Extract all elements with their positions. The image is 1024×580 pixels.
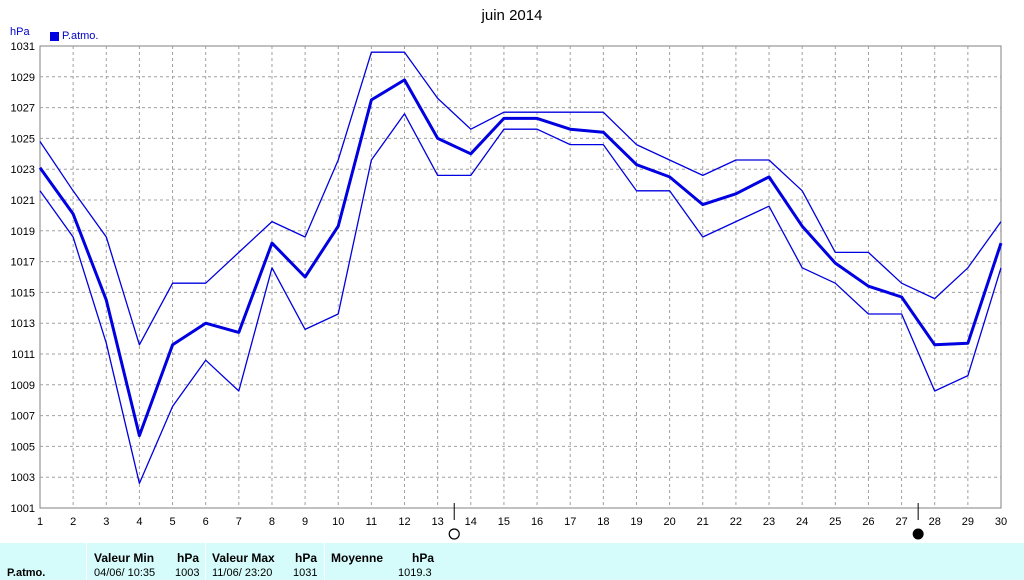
y-tick-label: 1017 [11,257,35,269]
pressure-chart: 1001100310051007100910111013101510171019… [11,41,1007,540]
max-header: Valeur Max [212,551,275,565]
mean-value: 1019.3 [398,567,432,579]
x-tick-label: 2 [70,516,76,528]
y-unit-label: hPa [10,26,30,38]
x-tick-label: 4 [136,516,142,528]
stats-min-cell: Valeur Min hPa 04/06/ 10:35 1003 [86,543,205,580]
x-tick-label: 20 [663,516,675,528]
y-tick-label: 1013 [11,318,35,330]
x-tick-label: 12 [398,516,410,528]
x-tick-label: 21 [697,516,709,528]
stats-bar: P.atmo. Valeur Min hPa 04/06/ 10:35 1003… [0,543,1024,580]
y-tick-label: 1003 [11,472,35,484]
x-tick-label: 17 [564,516,576,528]
x-tick-label: 6 [203,516,209,528]
x-tick-label: 30 [995,516,1007,528]
x-tick-label: 15 [498,516,510,528]
x-tick-label: 22 [730,516,742,528]
y-tick-label: 1011 [11,349,35,361]
min-header: Valeur Min [94,551,155,565]
x-tick-label: 10 [332,516,344,528]
x-tick-label: 7 [236,516,242,528]
min-value: 1003 [175,567,200,579]
y-tick-label: 1023 [11,164,35,176]
stats-mean-cell: Moyenne hPa 1019.3 [324,543,443,580]
y-tick-label: 1025 [11,133,35,145]
y-tick-label: 1021 [11,195,35,207]
max-date: 11/06/ 23:20 [212,567,273,579]
mean-header: Moyenne [331,551,384,565]
x-tick-label: 19 [630,516,642,528]
x-tick-label: 18 [597,516,609,528]
plot-frame [39,45,1002,509]
x-tick-label: 27 [895,516,907,528]
max-unit: hPa [295,551,318,565]
x-tick-label: 24 [796,516,808,528]
x-tick-label: 13 [432,516,444,528]
x-tick-label: 9 [302,516,308,528]
y-tick-label: 1001 [11,503,35,515]
x-tick-label: 25 [829,516,841,528]
max-value: 1031 [293,567,318,579]
series-line-min [39,113,1002,485]
y-tick-label: 1029 [11,72,35,84]
x-tick-label: 28 [929,516,941,528]
stats-max-cell: Valeur Max hPa 11/06/ 23:20 1031 [205,543,324,580]
y-tick-label: 1007 [11,411,35,423]
y-tick-label: 1019 [11,226,35,238]
x-tick-label: 5 [169,516,175,528]
legend-swatch [50,32,59,41]
chart-title: juin 2014 [481,7,543,24]
x-tick-label: 26 [862,516,874,528]
x-tick-label: 23 [763,516,775,528]
y-tick-label: 1009 [11,380,35,392]
x-tick-label: 29 [962,516,974,528]
y-tick-label: 1031 [11,41,35,53]
stats-row-label: P.atmo. [7,567,46,579]
mean-unit: hPa [412,551,435,565]
x-tick-label: 1 [37,516,43,528]
legend-label: P.atmo. [62,30,99,42]
x-tick-label: 14 [465,516,477,528]
x-tick-label: 8 [269,516,275,528]
min-unit: hPa [177,551,200,565]
full-moon-icon [448,528,460,540]
min-date: 04/06/ 10:35 [94,567,156,579]
y-tick-label: 1005 [11,441,35,453]
y-tick-label: 1027 [11,103,35,115]
series-line-mean [38,78,1003,438]
series-line-max [39,51,1002,346]
x-tick-label: 3 [103,516,109,528]
x-tick-label: 16 [531,516,543,528]
new-moon-icon [912,528,924,540]
x-tick-label: 11 [366,516,377,528]
y-tick-label: 1015 [11,287,35,299]
